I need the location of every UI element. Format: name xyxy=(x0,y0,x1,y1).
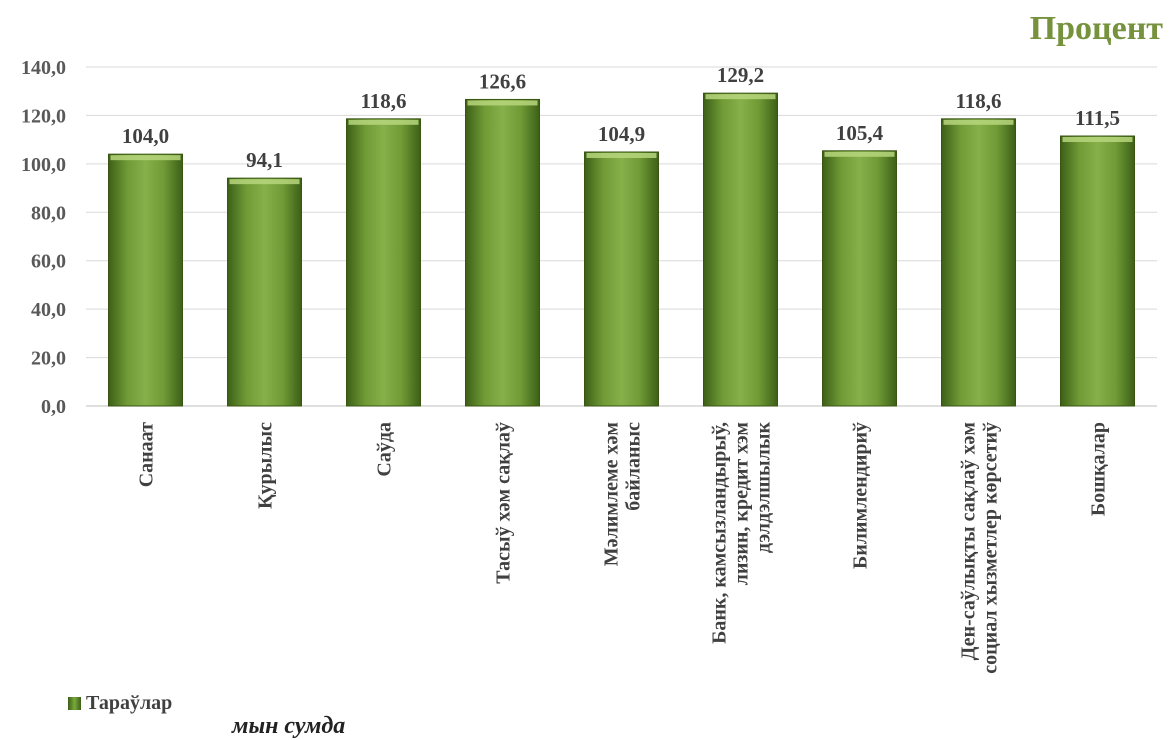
data-label: 118,6 xyxy=(955,89,1001,113)
x-tick-label: Ден-саўлықты сақлаў хәм социал хызметлер … xyxy=(958,422,1002,674)
svg-text:Мәлимлеме хәм: Мәлимлеме хәм xyxy=(601,422,623,566)
chart-title: Процент xyxy=(1029,10,1163,47)
x-tick-label: Санаат xyxy=(136,422,158,487)
svg-text:лизин, кредит хэм: лизин, кредит хэм xyxy=(731,422,753,585)
svg-text:Ден-саўлықты сақлаў хәм: Ден-саўлықты сақлаў хәм xyxy=(958,422,980,660)
bar xyxy=(227,177,302,407)
data-label: 126,6 xyxy=(479,69,526,93)
svg-text:Банк, камсызландырыў,: Банк, камсызландырыў, xyxy=(709,422,731,644)
bar xyxy=(822,150,897,407)
x-tick-label: Мәлимлеме хәм байланыс xyxy=(601,422,645,566)
x-tick-label: Бошқалар xyxy=(1088,422,1110,516)
x-axis-ticks: Санаат Қурылыс Саўда Тасыў хәм сақлаў Мәлимл… xyxy=(136,422,1110,674)
data-label: 129,2 xyxy=(717,63,764,87)
y-tick-label: 40,0 xyxy=(31,299,66,321)
data-label: 104,9 xyxy=(598,122,645,146)
svg-text:Санаат: Санаат xyxy=(136,422,158,487)
y-tick-label: 140,0 xyxy=(21,57,66,79)
svg-text:Бошқалар: Бошқалар xyxy=(1088,422,1110,516)
units-note: мын сумда xyxy=(232,713,346,739)
x-tick-label: Саўда xyxy=(374,422,396,477)
data-label: 94,1 xyxy=(246,148,283,172)
svg-text:Саўда: Саўда xyxy=(374,422,396,477)
x-tick-label: Тасыў хәм сақлаў xyxy=(493,422,515,584)
bar xyxy=(703,92,778,407)
data-label: 104,0 xyxy=(122,124,169,148)
bar xyxy=(1060,135,1135,407)
svg-text:Қурылыс: Қурылыс xyxy=(255,422,277,509)
bar xyxy=(108,153,183,407)
bar xyxy=(941,118,1016,407)
y-axis-ticks: 0,0 20,0 40,0 60,0 80,0 100,0 120,0 140,0 xyxy=(21,57,66,418)
y-tick-label: 100,0 xyxy=(21,154,66,176)
bar xyxy=(465,98,540,407)
legend: Тараўлар xyxy=(68,692,172,715)
bar xyxy=(346,118,421,407)
y-tick-label: 120,0 xyxy=(21,105,66,127)
data-label: 105,4 xyxy=(836,121,884,145)
x-tick-label: Банк, камсызландырыў, лизин, кредит хэм дэ… xyxy=(709,422,775,644)
x-tick-label: Билимлендириў xyxy=(850,422,872,569)
data-label: 111,5 xyxy=(1075,106,1120,130)
svg-text:Тасыў хәм сақлаў: Тасыў хәм сақлаў xyxy=(493,422,515,584)
legend-label: Тараўлар xyxy=(86,692,173,714)
y-tick-label: 20,0 xyxy=(31,348,66,370)
legend-swatch xyxy=(68,697,81,710)
bar xyxy=(584,151,659,407)
bars xyxy=(108,92,1135,407)
svg-text:дэлдэлшылык: дэлдэлшылык xyxy=(753,422,775,554)
y-tick-label: 0,0 xyxy=(41,396,66,418)
data-labels: 104,0 94,1 118,6 126,6 104,9 129,2 105,4 118,6 1… xyxy=(122,63,1120,172)
y-tick-label: 80,0 xyxy=(31,202,66,224)
svg-text:Билимлендириў: Билимлендириў xyxy=(850,422,872,569)
y-tick-label: 60,0 xyxy=(31,251,66,273)
x-tick-label: Қурылыс xyxy=(255,422,277,509)
data-label: 118,6 xyxy=(360,89,406,113)
svg-text:социал хызметлер көрсетиў: социал хызметлер көрсетиў xyxy=(980,422,1002,674)
svg-text:байланыс: байланыс xyxy=(623,422,645,511)
